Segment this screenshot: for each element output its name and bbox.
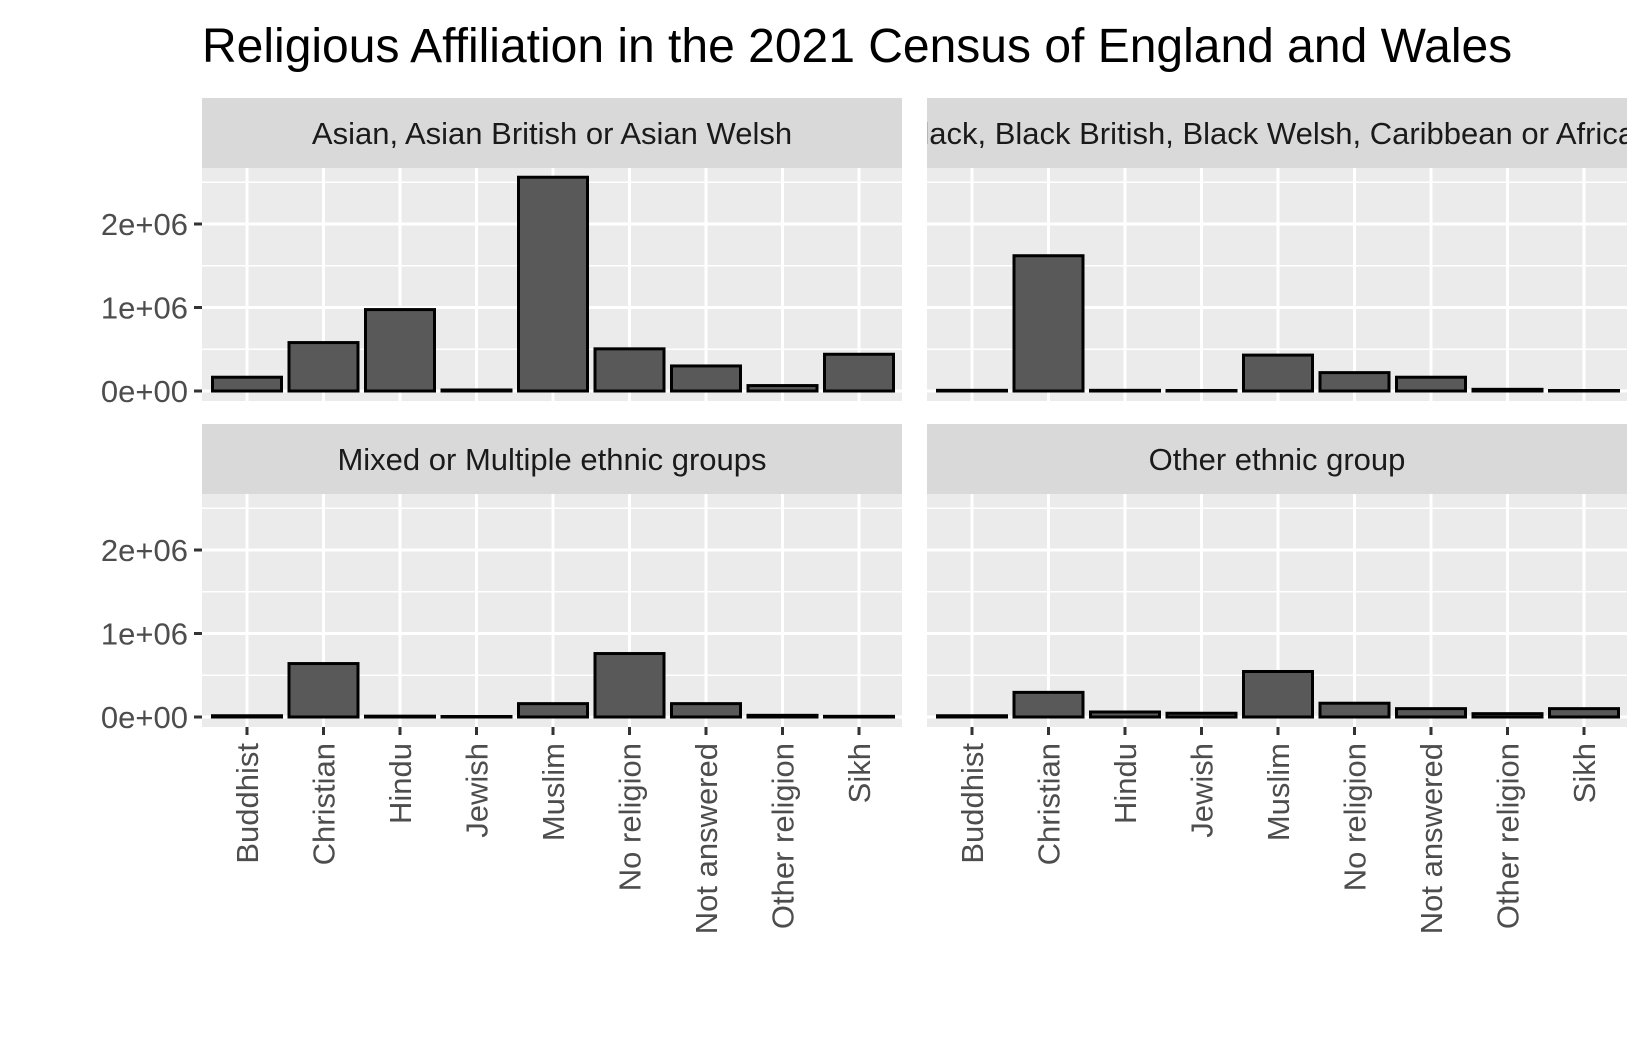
facet-label: Black, Black British, Black Welsh, Carib… [902,116,1650,151]
bar-other-ethnic-group-muslim [1242,669,1314,719]
x-tick-label: Christian [307,743,342,865]
facet-label: Other ethnic group [1149,442,1406,477]
bar-mixed-or-multiple-ethnic-groups-jewish [440,714,513,719]
bar-mixed-or-multiple-ethnic-groups-no-religion [593,652,666,719]
facet-strip [927,98,1627,168]
bar-black-black-british-black-welsh-caribbean-or-african-buddhist [936,388,1008,393]
x-tick-label: Sikh [842,743,877,803]
facet-strip [202,98,902,168]
y-tick-label: 2e+06 [101,207,188,242]
bar-mixed-or-multiple-ethnic-groups-other-religion [746,713,819,719]
facet-strip [927,424,1627,494]
x-tick-label: Other religion [1491,743,1526,929]
x-tick-label: Hindu [1108,743,1143,824]
x-tick-label: Jewish [460,743,495,838]
facet-panel: Asian, Asian British or Asian Welsh 0e+00… [101,98,902,409]
bar-black-black-british-black-welsh-caribbean-or-african-jewish [1165,388,1238,393]
bar-asian-asian-british-or-asian-welsh-christian [287,341,360,393]
bar-other-ethnic-group-christian [1012,690,1085,719]
bar-other-ethnic-group-hindu [1089,710,1161,719]
bar-asian-asian-british-or-asian-welsh-other-religion [746,384,819,393]
bar-other-ethnic-group-no-religion [1318,701,1391,719]
y-tick-label: 1e+06 [101,291,188,326]
bar-mixed-or-multiple-ethnic-groups-not-answered [670,702,742,719]
bar-asian-asian-british-or-asian-welsh-not-answered [670,364,742,393]
bar-black-black-british-black-welsh-caribbean-or-african-muslim [1242,353,1314,393]
bar-black-black-british-black-welsh-caribbean-or-african-sikh [1548,389,1620,393]
bar-asian-asian-british-or-asian-welsh-no-religion [593,347,666,393]
bar-asian-asian-british-or-asian-welsh-jewish [440,388,513,393]
bar-asian-asian-british-or-asian-welsh-buddhist [211,375,283,393]
bar-black-black-british-black-welsh-caribbean-or-african-not-answered [1395,375,1467,393]
x-tick-label: Muslim [536,743,571,841]
chart-title: Religious Affiliation in the 2021 Census… [202,20,1512,73]
x-tick-label: Muslim [1261,743,1296,841]
bar-other-ethnic-group-other-religion [1471,712,1544,719]
bar-asian-asian-british-or-asian-welsh-hindu [364,308,436,393]
x-tick-label: No religion [613,743,648,891]
y-tick-label: 0e+00 [101,700,188,735]
bar-mixed-or-multiple-ethnic-groups-sikh [823,714,895,719]
bar-black-black-british-black-welsh-caribbean-or-african-other-religion [1471,387,1544,393]
x-tick-label: Sikh [1567,743,1602,803]
x-tick-label: Buddhist [955,743,990,864]
x-tick-label: Other religion [766,743,801,929]
x-tick-label: Jewish [1185,743,1220,838]
bar-other-ethnic-group-buddhist [936,714,1008,719]
y-tick-label: 0e+00 [101,374,188,409]
bar-other-ethnic-group-not-answered [1395,707,1467,719]
x-tick-label: Buddhist [230,743,265,864]
x-tick-label: Christian [1032,743,1067,865]
bar-black-black-british-black-welsh-caribbean-or-african-christian [1012,254,1085,393]
facet-label: Asian, Asian British or Asian Welsh [312,116,792,151]
bar-other-ethnic-group-jewish [1165,711,1238,719]
x-tick-label: No religion [1338,743,1373,891]
bar-other-ethnic-group-sikh [1548,707,1620,719]
y-tick-label: 2e+06 [101,533,188,568]
facet-panel: Other ethnic group Buddhist Christian Hindu… [927,424,1627,934]
facet-panels: Asian, Asian British or Asian Welsh 0e+00… [101,98,1650,934]
bar-black-black-british-black-welsh-caribbean-or-african-hindu [1089,388,1161,393]
bar-asian-asian-british-or-asian-welsh-sikh [823,352,895,393]
facet-strip [202,424,902,494]
facet-panel: Black, Black British, Black Welsh, Carib… [902,98,1650,401]
bar-mixed-or-multiple-ethnic-groups-muslim [517,702,589,719]
bar-asian-asian-british-or-asian-welsh-muslim [517,175,589,393]
x-tick-label: Not answered [1414,743,1449,934]
bar-black-black-british-black-welsh-caribbean-or-african-no-religion [1318,371,1391,393]
bar-mixed-or-multiple-ethnic-groups-hindu [364,714,436,719]
facet-panel: Mixed or Multiple ethnic groups 0e+00 1e+0… [101,424,902,934]
facet-label: Mixed or Multiple ethnic groups [337,442,766,477]
bar-mixed-or-multiple-ethnic-groups-christian [287,662,360,719]
x-tick-label: Not answered [689,743,724,934]
x-tick-label: Hindu [383,743,418,824]
y-tick-label: 1e+06 [101,617,188,652]
bar-mixed-or-multiple-ethnic-groups-buddhist [211,714,283,719]
